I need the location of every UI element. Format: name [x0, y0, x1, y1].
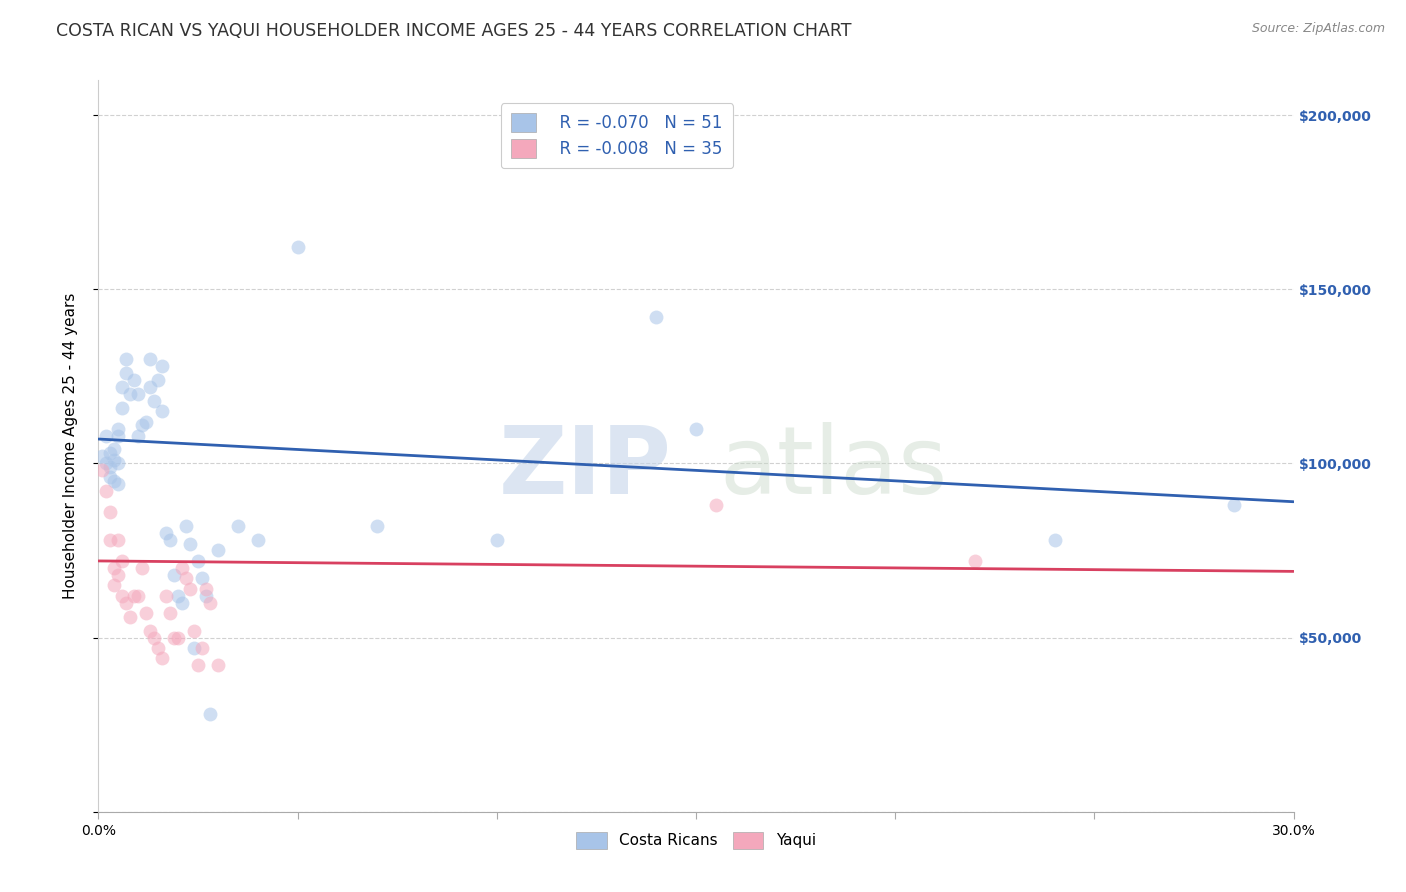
- Point: [207, 658, 229, 673]
- Point: [174, 571, 197, 585]
- Point: [163, 631, 186, 645]
- Point: [98, 533, 122, 547]
- Point: [111, 380, 134, 394]
- Point: [107, 428, 129, 442]
- Point: [645, 310, 668, 325]
- Point: [107, 533, 129, 547]
- Point: [98, 470, 122, 484]
- Point: [139, 351, 162, 366]
- Point: [167, 589, 190, 603]
- Text: Source: ZipAtlas.com: Source: ZipAtlas.com: [1251, 22, 1385, 36]
- Point: [98, 459, 122, 474]
- Point: [226, 519, 249, 533]
- Point: [195, 582, 218, 596]
- Point: [246, 533, 269, 547]
- Point: [96, 428, 118, 442]
- Point: [96, 484, 118, 499]
- Point: [150, 359, 173, 373]
- Point: [135, 606, 157, 620]
- Point: [103, 442, 125, 457]
- Point: [207, 543, 229, 558]
- Point: [195, 589, 218, 603]
- Point: [174, 519, 197, 533]
- Legend: Costa Ricans, Yaqui: Costa Ricans, Yaqui: [569, 825, 823, 855]
- Point: [1223, 498, 1246, 512]
- Point: [704, 498, 727, 512]
- Point: [135, 415, 157, 429]
- Point: [98, 446, 122, 460]
- Point: [172, 596, 194, 610]
- Point: [103, 453, 125, 467]
- Point: [131, 418, 153, 433]
- Point: [143, 393, 166, 408]
- Point: [111, 554, 134, 568]
- Point: [155, 526, 177, 541]
- Point: [91, 463, 114, 477]
- Y-axis label: Householder Income Ages 25 - 44 years: Householder Income Ages 25 - 44 years: [63, 293, 77, 599]
- Point: [91, 450, 114, 464]
- Point: [963, 554, 986, 568]
- Point: [159, 533, 181, 547]
- Point: [155, 589, 177, 603]
- Point: [103, 474, 125, 488]
- Text: COSTA RICAN VS YAQUI HOUSEHOLDER INCOME AGES 25 - 44 YEARS CORRELATION CHART: COSTA RICAN VS YAQUI HOUSEHOLDER INCOME …: [56, 22, 852, 40]
- Point: [139, 624, 162, 638]
- Text: atlas: atlas: [720, 422, 948, 514]
- Point: [103, 561, 125, 575]
- Point: [150, 651, 173, 665]
- Point: [191, 640, 214, 655]
- Point: [187, 658, 209, 673]
- Text: ZIP: ZIP: [499, 422, 672, 514]
- Point: [1043, 533, 1066, 547]
- Point: [172, 561, 194, 575]
- Point: [111, 589, 134, 603]
- Point: [107, 457, 129, 471]
- Point: [127, 589, 149, 603]
- Point: [287, 240, 309, 254]
- Point: [120, 609, 142, 624]
- Point: [163, 567, 186, 582]
- Point: [115, 366, 138, 380]
- Point: [124, 589, 146, 603]
- Point: [107, 421, 129, 435]
- Point: [139, 380, 162, 394]
- Point: [183, 624, 205, 638]
- Point: [120, 386, 142, 401]
- Point: [183, 640, 205, 655]
- Point: [150, 404, 173, 418]
- Point: [198, 596, 221, 610]
- Point: [191, 571, 214, 585]
- Point: [179, 582, 201, 596]
- Point: [115, 351, 138, 366]
- Point: [179, 536, 201, 550]
- Point: [107, 567, 129, 582]
- Point: [485, 533, 508, 547]
- Point: [148, 373, 170, 387]
- Point: [131, 561, 153, 575]
- Point: [127, 386, 149, 401]
- Point: [167, 631, 190, 645]
- Point: [98, 505, 122, 519]
- Point: [111, 401, 134, 415]
- Point: [159, 606, 181, 620]
- Point: [187, 554, 209, 568]
- Point: [124, 373, 146, 387]
- Point: [115, 596, 138, 610]
- Point: [366, 519, 388, 533]
- Point: [103, 578, 125, 592]
- Point: [107, 477, 129, 491]
- Point: [148, 640, 170, 655]
- Point: [198, 707, 221, 722]
- Point: [143, 631, 166, 645]
- Point: [96, 457, 118, 471]
- Point: [685, 421, 707, 435]
- Point: [127, 428, 149, 442]
